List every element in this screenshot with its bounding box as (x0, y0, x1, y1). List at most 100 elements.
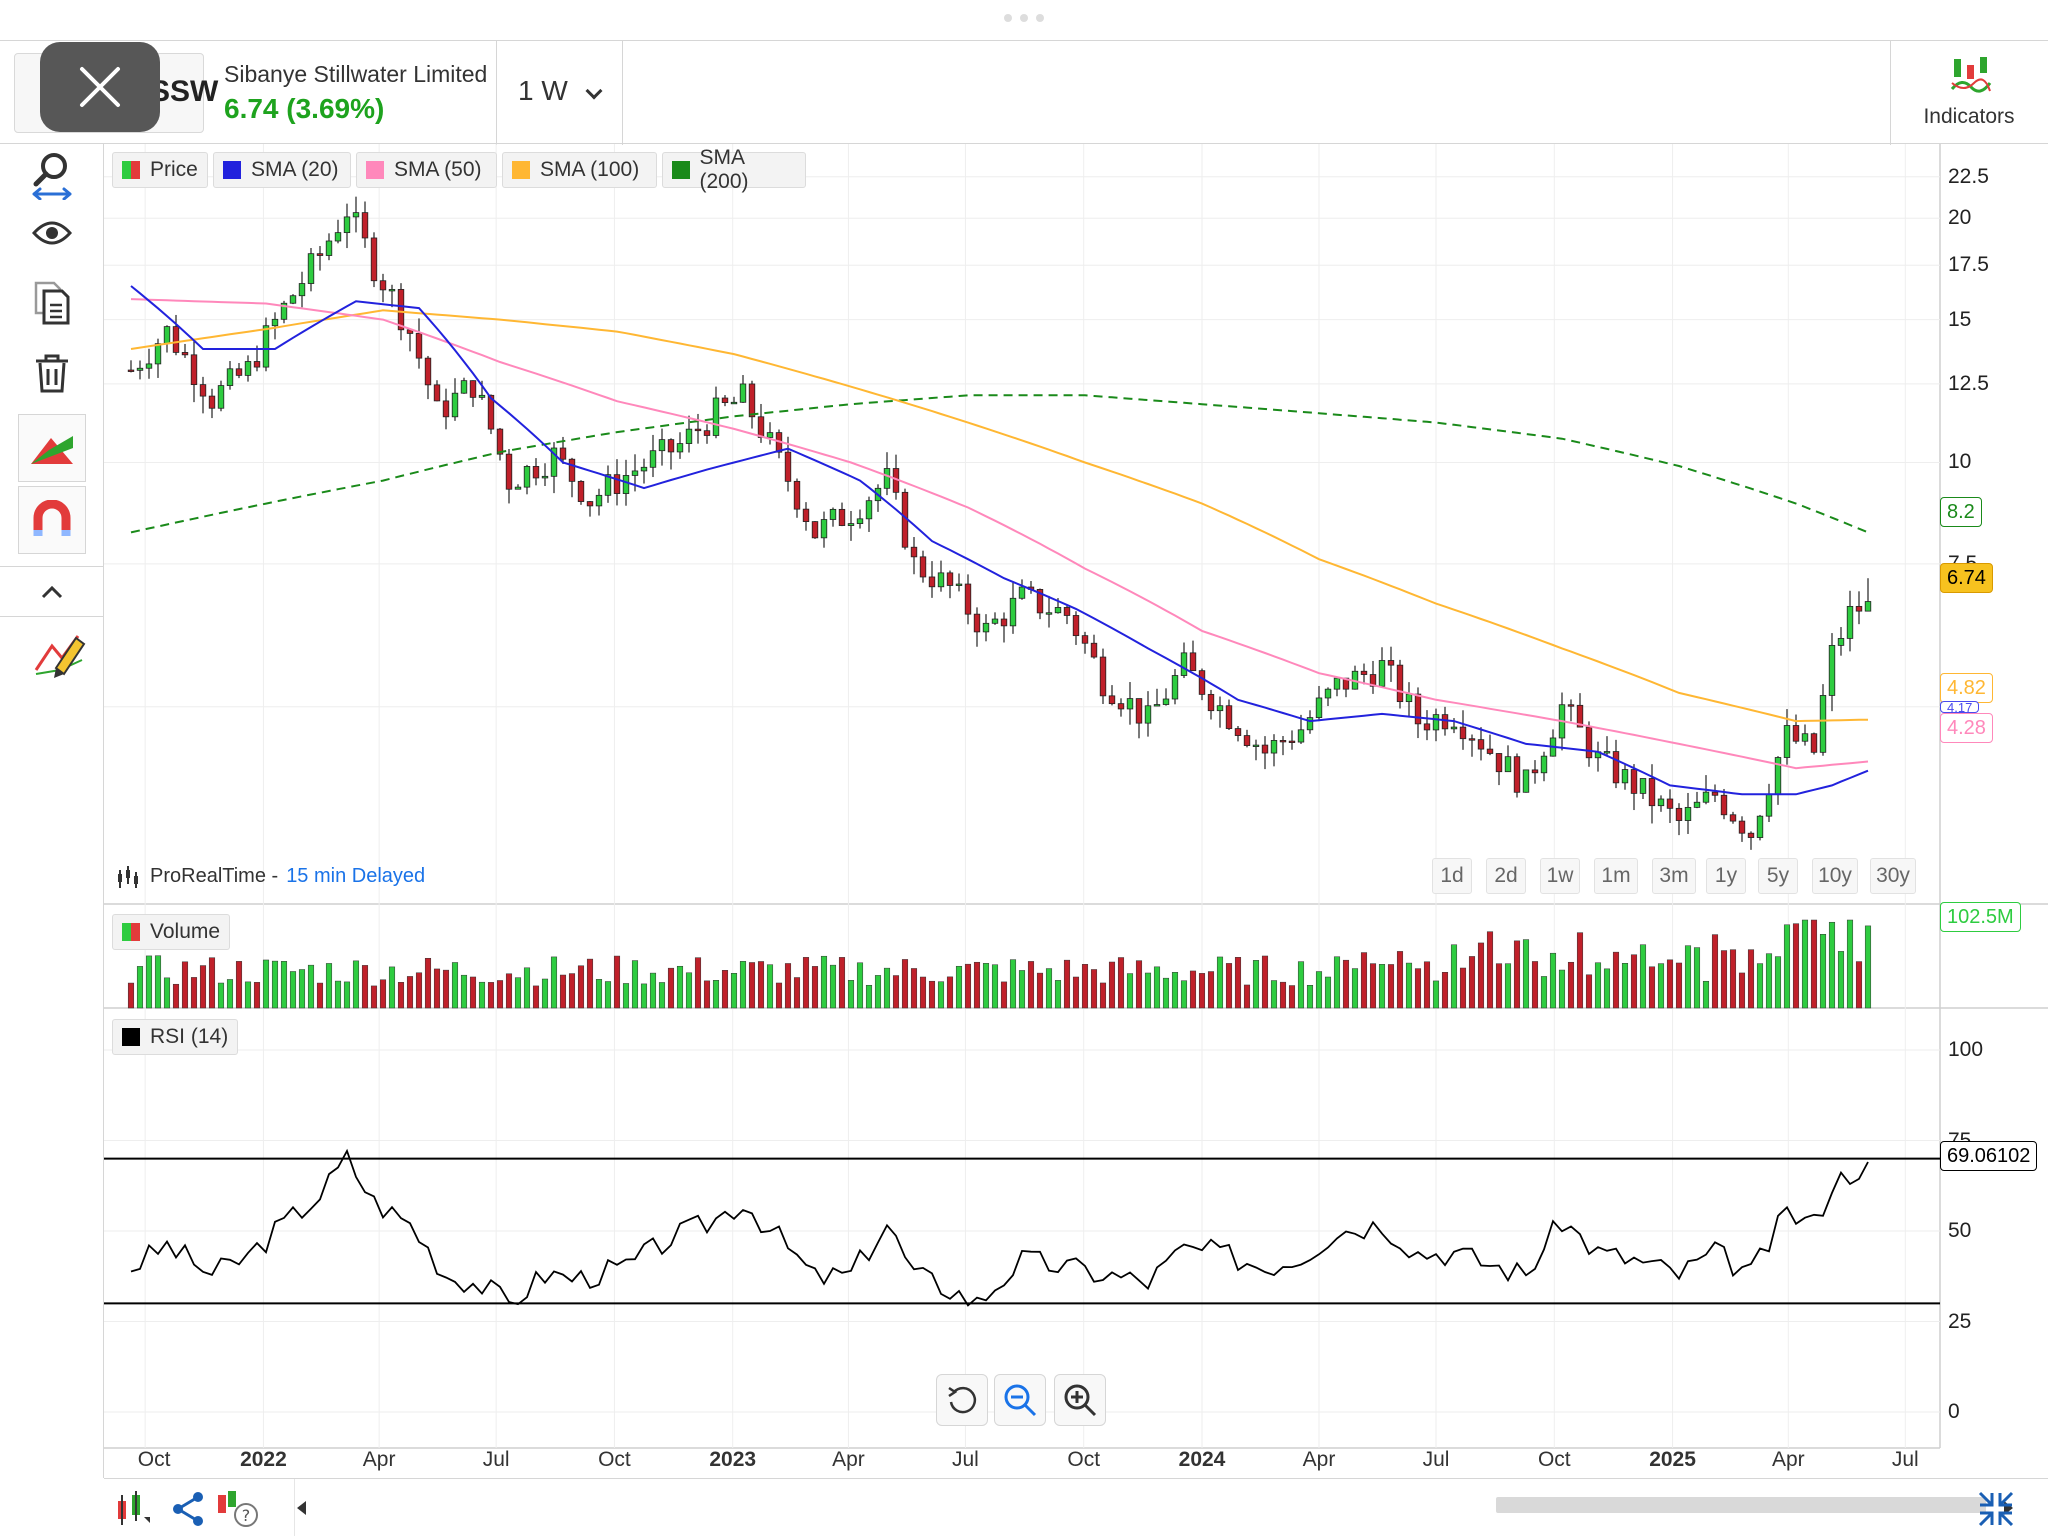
volume-bar (1171, 972, 1179, 1009)
copy-button[interactable] (18, 274, 86, 332)
candle (1162, 698, 1170, 705)
volume-bar (577, 965, 585, 1009)
range-button-30y[interactable]: 30y (1870, 858, 1916, 894)
volume-bar (1387, 964, 1395, 1009)
volume-legend-chip[interactable]: Volume (112, 914, 231, 950)
candle (1252, 744, 1260, 747)
horizontal-scrollbar[interactable] (1496, 1497, 1986, 1513)
period-select[interactable]: 1 W (518, 75, 568, 106)
candles-color-icon[interactable] (114, 1491, 154, 1527)
candle (1189, 652, 1197, 672)
magnet-button[interactable] (18, 486, 86, 554)
volume-bar (640, 983, 648, 1009)
legend-chip-sma-20[interactable]: SMA (20) (213, 152, 351, 188)
candle (1117, 703, 1125, 710)
volume-bar (955, 965, 963, 1009)
candle (487, 394, 495, 430)
x-axis-month-label: Jul (482, 1448, 510, 1471)
zoom-out-button[interactable] (994, 1374, 1046, 1426)
candle (1765, 793, 1773, 817)
volume-bar (1243, 984, 1251, 1009)
zoom-tool-button[interactable] (18, 146, 86, 204)
candle (379, 280, 387, 291)
legend-chip-sma-200[interactable]: SMA (200) (662, 146, 806, 193)
price-chart[interactable] (104, 144, 2048, 1478)
candle (1657, 798, 1665, 807)
reset-zoom-button[interactable] (936, 1374, 988, 1426)
volume-bar (1819, 934, 1827, 1009)
volume-bar (451, 962, 459, 1009)
legend-swatch (223, 161, 241, 179)
help-icon[interactable]: ? (216, 1489, 262, 1529)
share-icon[interactable] (170, 1491, 206, 1527)
candle (1090, 642, 1098, 658)
candle (352, 212, 360, 218)
legend-label: SMA (200) (699, 146, 749, 193)
candle (1135, 698, 1143, 724)
header-divider (496, 41, 497, 145)
range-button-1m[interactable]: 1m (1594, 858, 1638, 894)
delete-button[interactable] (18, 344, 86, 402)
volume-bar (631, 960, 639, 1009)
legend-chip-sma-100[interactable]: SMA (100) (502, 152, 657, 188)
range-button-10y[interactable]: 10y (1812, 858, 1858, 894)
candle (1711, 791, 1719, 796)
volume-bar (847, 980, 855, 1009)
range-button-1y[interactable]: 1y (1706, 858, 1746, 894)
x-axis-month-label: Apr (1771, 1448, 1805, 1471)
volume-bar (1459, 967, 1467, 1009)
drawing-tools-button[interactable] (18, 620, 102, 690)
ticker-symbol[interactable]: SSW (150, 75, 219, 108)
chart-type-button[interactable] (18, 414, 86, 482)
rsi-legend-chip[interactable]: RSI (14) (112, 1019, 239, 1055)
volume-bar (1567, 961, 1575, 1009)
legend-chip-price[interactable]: Price (112, 152, 208, 188)
candle (1432, 714, 1440, 731)
volume-bar (1009, 959, 1017, 1009)
range-button-1d[interactable]: 1d (1432, 858, 1472, 894)
range-button-2d[interactable]: 2d (1486, 858, 1526, 894)
volume-bar (235, 961, 243, 1009)
window-handle[interactable] (1000, 14, 1048, 22)
volume-bar (289, 971, 297, 1009)
chevron-down-icon[interactable] (585, 82, 603, 100)
volume-bar (910, 968, 918, 1009)
volume-bar (766, 964, 774, 1009)
volume-bar (397, 982, 405, 1009)
volume-bar (1153, 966, 1161, 1009)
volume-bar (361, 965, 369, 1009)
candle (1099, 656, 1107, 697)
candle (1315, 697, 1323, 718)
legend-swatch (122, 161, 140, 179)
credit-delay[interactable]: 15 min Delayed (286, 864, 426, 887)
collapse-tools-button[interactable] (18, 572, 86, 612)
legend-chip-sma-50[interactable]: SMA (50) (356, 152, 497, 188)
volume-bar (262, 959, 270, 1009)
fullscreen-exit-icon[interactable] (1976, 1489, 2016, 1529)
volume-bar (1315, 971, 1323, 1009)
eye-icon (32, 221, 72, 245)
candle (622, 475, 630, 494)
volume-bar (883, 967, 891, 1009)
volume-bar (127, 982, 135, 1009)
volume-bar (460, 974, 468, 1009)
sma100-value-badge: 4.82 (1940, 673, 1993, 703)
range-button-1w[interactable]: 1w (1540, 858, 1580, 894)
volume-bar (1513, 940, 1521, 1009)
candle (433, 384, 441, 402)
close-button[interactable] (40, 42, 160, 132)
volume-bar (1261, 955, 1269, 1009)
candle (1423, 723, 1431, 731)
visibility-button[interactable] (18, 204, 86, 262)
range-button-3m[interactable]: 3m (1652, 858, 1696, 894)
scroll-left-icon[interactable] (294, 1499, 308, 1517)
zoom-in-button[interactable] (1054, 1374, 1106, 1426)
volume-bar (1297, 961, 1305, 1009)
candle (1666, 798, 1674, 809)
range-button-5y[interactable]: 5y (1758, 858, 1798, 894)
indicators-button[interactable]: Indicators (1890, 41, 2048, 145)
sma50-value-badge: 4.28 (1940, 713, 1993, 743)
data-credit: ProRealTime - 15 min Delayed (116, 862, 425, 890)
candle (307, 253, 315, 284)
volume-bar (1333, 956, 1341, 1009)
